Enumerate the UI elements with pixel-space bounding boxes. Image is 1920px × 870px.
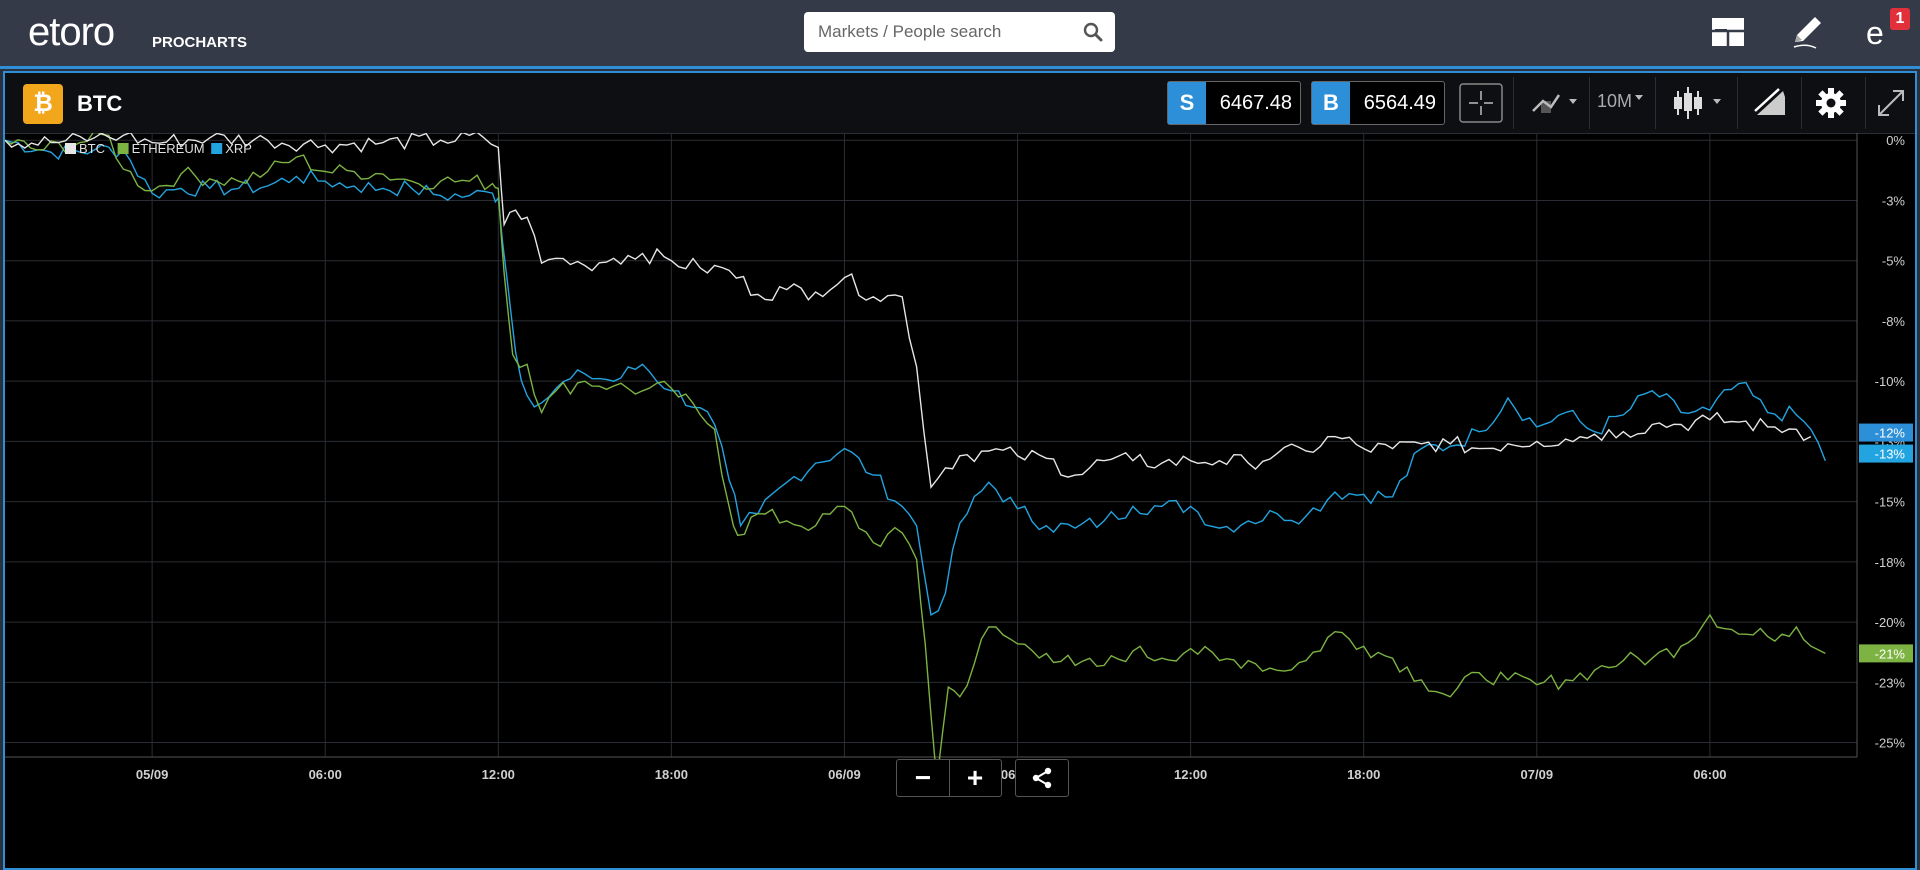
- toolbar-separator: [1865, 77, 1866, 129]
- share-icon: [1032, 767, 1052, 789]
- share-button[interactable]: [1015, 759, 1069, 797]
- toolbar-separator: [1589, 77, 1590, 129]
- logo-wordmark: etoro: [28, 10, 115, 54]
- series-line-ethereum: [5, 133, 1826, 782]
- drawing-icon[interactable]: [1745, 77, 1797, 129]
- end-label-text: -12%: [1875, 426, 1906, 441]
- x-tick-label: 07/09: [1521, 767, 1554, 782]
- chart-area[interactable]: 0%-3%-5%-8%-10%-13%-15%-18%-20%-23%-25% …: [5, 133, 1915, 868]
- buy-label: B: [1312, 82, 1350, 124]
- search-icon[interactable]: [1083, 22, 1103, 42]
- x-tick-label: 06:00: [309, 767, 342, 782]
- timeframe-selector[interactable]: 10M: [1597, 91, 1633, 111]
- svg-text:e: e: [1866, 15, 1884, 51]
- end-label-box: [1859, 423, 1913, 442]
- chart-grid: [5, 133, 1858, 758]
- y-tick-label: -18%: [1875, 555, 1906, 570]
- compare-icon[interactable]: [1525, 77, 1581, 129]
- toolbar-separator: [1737, 77, 1738, 129]
- chart-panel: ₿ BTC S 6467.48 B 6564.49 10M: [3, 71, 1917, 870]
- legend-swatch: [117, 143, 129, 154]
- notifications-icon[interactable]: e: [1862, 12, 1906, 52]
- top-bar: etoro PROCHARTS e 1: [0, 0, 1920, 66]
- toolbar-separator: [1801, 77, 1802, 129]
- zoom-controls: − +: [896, 759, 1002, 797]
- legend-entry: ETHEREUM: [132, 141, 205, 156]
- fullscreen-icon[interactable]: [1867, 77, 1915, 129]
- y-tick-label: -25%: [1875, 736, 1906, 751]
- x-tick-label: 12:00: [1174, 767, 1207, 782]
- x-tick-label: 18:00: [655, 767, 688, 782]
- y-tick-label: 0%: [1886, 133, 1905, 148]
- end-label-text: -13%: [1875, 447, 1906, 462]
- gear-icon[interactable]: [1805, 77, 1857, 129]
- y-tick-label: -3%: [1882, 193, 1906, 208]
- layout-icon[interactable]: [1706, 12, 1750, 52]
- instrument-name: BTC: [77, 91, 123, 116]
- crosshair-icon[interactable]: [1459, 83, 1503, 123]
- zoom-in-button[interactable]: +: [966, 762, 984, 793]
- end-labels: -12% -13% -21%: [1859, 423, 1913, 663]
- end-label-box: [1859, 444, 1913, 463]
- chart-lines: [5, 133, 1826, 782]
- sell-label: S: [1168, 82, 1206, 124]
- toolbar-separator: [1655, 77, 1656, 129]
- y-tick-label: -10%: [1875, 374, 1906, 389]
- y-tick-label: -5%: [1882, 254, 1906, 269]
- y-tick-label: -8%: [1882, 314, 1906, 329]
- series-line-xrp: [5, 139, 1826, 616]
- zoom-out-button[interactable]: −: [897, 760, 950, 796]
- search-box: [804, 12, 1115, 52]
- chart-header: ₿ BTC S 6467.48 B 6564.49 10M: [5, 73, 1915, 134]
- x-tick-label: 18:00: [1347, 767, 1380, 782]
- legend-swatch: [65, 143, 76, 154]
- bitcoin-icon: ₿: [23, 84, 63, 124]
- x-tick-label: 06:00: [1693, 767, 1726, 782]
- chevron-down-icon[interactable]: [1633, 93, 1645, 103]
- notification-badge: 1: [1890, 8, 1910, 30]
- search-input[interactable]: [818, 12, 1068, 52]
- candlestick-icon[interactable]: [1669, 77, 1729, 129]
- y-tick-label: -15%: [1875, 495, 1906, 510]
- sell-price: 6467.48: [1219, 92, 1292, 114]
- x-tick-label: 06/09: [828, 767, 861, 782]
- header-divider: [0, 66, 1920, 69]
- series-line-btc: [5, 133, 1812, 489]
- legend-swatch: [211, 143, 223, 154]
- logo-subtitle: PROCHARTS: [152, 34, 248, 51]
- chart-legend: BTC ETHEREUM XRP: [65, 141, 252, 156]
- bitcoin-glyph: ₿: [33, 90, 53, 117]
- toolbar-separator: [1513, 77, 1514, 129]
- x-tick-label: 05/09: [136, 767, 169, 782]
- sell-button[interactable]: S 6467.48: [1167, 81, 1301, 125]
- buy-button[interactable]: B 6564.49: [1311, 81, 1445, 125]
- legend-entry: XRP: [225, 141, 252, 156]
- pencil-icon[interactable]: [1786, 12, 1830, 52]
- legend-entry: BTC: [79, 141, 105, 156]
- end-label-text: -21%: [1875, 646, 1906, 661]
- x-tick-label: 12:00: [482, 767, 515, 782]
- y-tick-label: -23%: [1875, 675, 1906, 690]
- buy-price: 6564.49: [1363, 92, 1436, 114]
- end-label-box: [1859, 644, 1913, 663]
- y-tick-label: -20%: [1875, 615, 1906, 630]
